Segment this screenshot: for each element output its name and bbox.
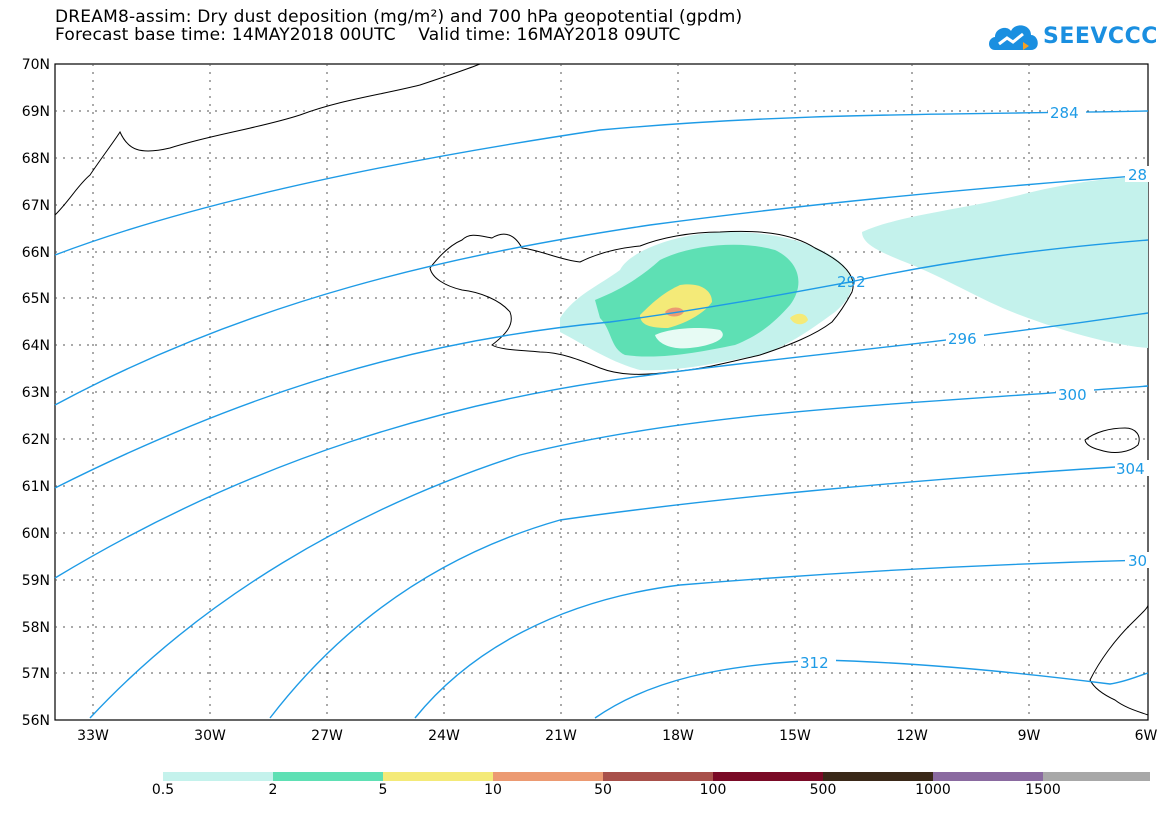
lat-label: 63N <box>22 385 50 401</box>
contour-label: 304 <box>1116 460 1145 478</box>
contour-label: 28 <box>1128 166 1147 184</box>
lon-label: 15W <box>779 728 811 744</box>
contour-300 <box>89 385 1149 719</box>
colorbar-label: 5 <box>378 782 388 798</box>
colorbar-label: 100 <box>699 782 727 798</box>
colorbar-swatch <box>273 772 383 781</box>
colorbar-swatch <box>823 772 933 781</box>
lat-label: 60N <box>22 526 50 542</box>
lat-axis: 70N 69N 68N 67N 66N 65N 64N 63N 62N 61N … <box>22 57 50 729</box>
contour-label: 296 <box>948 330 977 348</box>
lon-axis: 33W 30W 27W 24W 21W 18W 15W 12W 9W 6W <box>77 728 1157 744</box>
colorbar-swatch <box>163 772 273 781</box>
lon-label: 18W <box>662 728 694 744</box>
colorbar-swatch <box>1043 772 1150 781</box>
contour-label: 300 <box>1058 386 1087 404</box>
chart-title-line-1: DREAM8-assim: Dry dust deposition (mg/m²… <box>55 7 743 27</box>
lat-label: 61N <box>22 479 50 495</box>
lon-label: 27W <box>311 728 343 744</box>
dust-area-south-5 <box>790 313 808 325</box>
faroe-coast <box>1084 427 1140 453</box>
contour-312 <box>594 659 1149 719</box>
dust-area-iceland-5 <box>640 284 712 328</box>
lat-label: 65N <box>22 291 50 307</box>
dust-deposition-field <box>560 177 1148 371</box>
lat-label: 64N <box>22 338 50 354</box>
lon-label: 33W <box>77 728 109 744</box>
colorbar-label: 500 <box>809 782 837 798</box>
seevccc-logo: SEEVCCC <box>985 16 1157 58</box>
lat-label: 59N <box>22 573 50 589</box>
lat-label: 68N <box>22 151 50 167</box>
chart-title-line-2: Forecast base time: 14MAY2018 00UTC Vali… <box>55 25 681 45</box>
contour-label: 284 <box>1050 104 1079 122</box>
lon-label: 24W <box>428 728 460 744</box>
colorbar-swatch <box>713 772 823 781</box>
lon-label: 21W <box>545 728 577 744</box>
contour-label: 30 <box>1128 552 1147 570</box>
contour-label-group: 284 28 292 296 300 304 30 312 <box>798 104 1149 672</box>
contour-304 <box>269 464 1149 719</box>
greenland-coast <box>54 63 481 216</box>
lon-label: 12W <box>896 728 928 744</box>
colorbar-label: 1500 <box>1025 782 1061 798</box>
dust-area-east <box>862 177 1148 348</box>
lat-label: 66N <box>22 245 50 261</box>
colorbar <box>163 772 1150 781</box>
lat-label: 70N <box>22 57 50 73</box>
iceland-coast <box>429 230 854 375</box>
graticule <box>55 64 1148 720</box>
coastlines <box>54 63 1149 716</box>
colorbar-swatch <box>933 772 1043 781</box>
scotland-coast <box>1089 604 1149 716</box>
contour-292 <box>54 239 1149 489</box>
lon-label: 9W <box>1018 728 1041 744</box>
contour-label: 292 <box>837 273 866 291</box>
colorbar-label: 10 <box>484 782 502 798</box>
lat-label: 58N <box>22 620 50 636</box>
colorbar-label: 2 <box>268 782 278 798</box>
lat-label: 57N <box>22 666 50 682</box>
colorbar-swatch <box>603 772 713 781</box>
colorbar-swatch <box>383 772 493 781</box>
lat-label: 56N <box>22 713 50 729</box>
cloud-icon <box>989 25 1038 50</box>
lon-label: 30W <box>194 728 226 744</box>
contour-label: 312 <box>800 654 829 672</box>
colorbar-label: 50 <box>594 782 612 798</box>
contour-308 <box>414 559 1149 719</box>
lat-label: 67N <box>22 198 50 214</box>
contour-288 <box>54 174 1149 406</box>
lat-label: 62N <box>22 432 50 448</box>
colorbar-label: 0.5 <box>151 782 175 798</box>
contour-284 <box>54 110 1149 256</box>
lon-label: 6W <box>1135 728 1158 744</box>
colorbar-label: 1000 <box>915 782 951 798</box>
logo-text: SEEVCCC <box>1043 24 1158 49</box>
colorbar-swatch <box>493 772 603 781</box>
dust-gap <box>655 327 723 349</box>
lat-label: 69N <box>22 104 50 120</box>
